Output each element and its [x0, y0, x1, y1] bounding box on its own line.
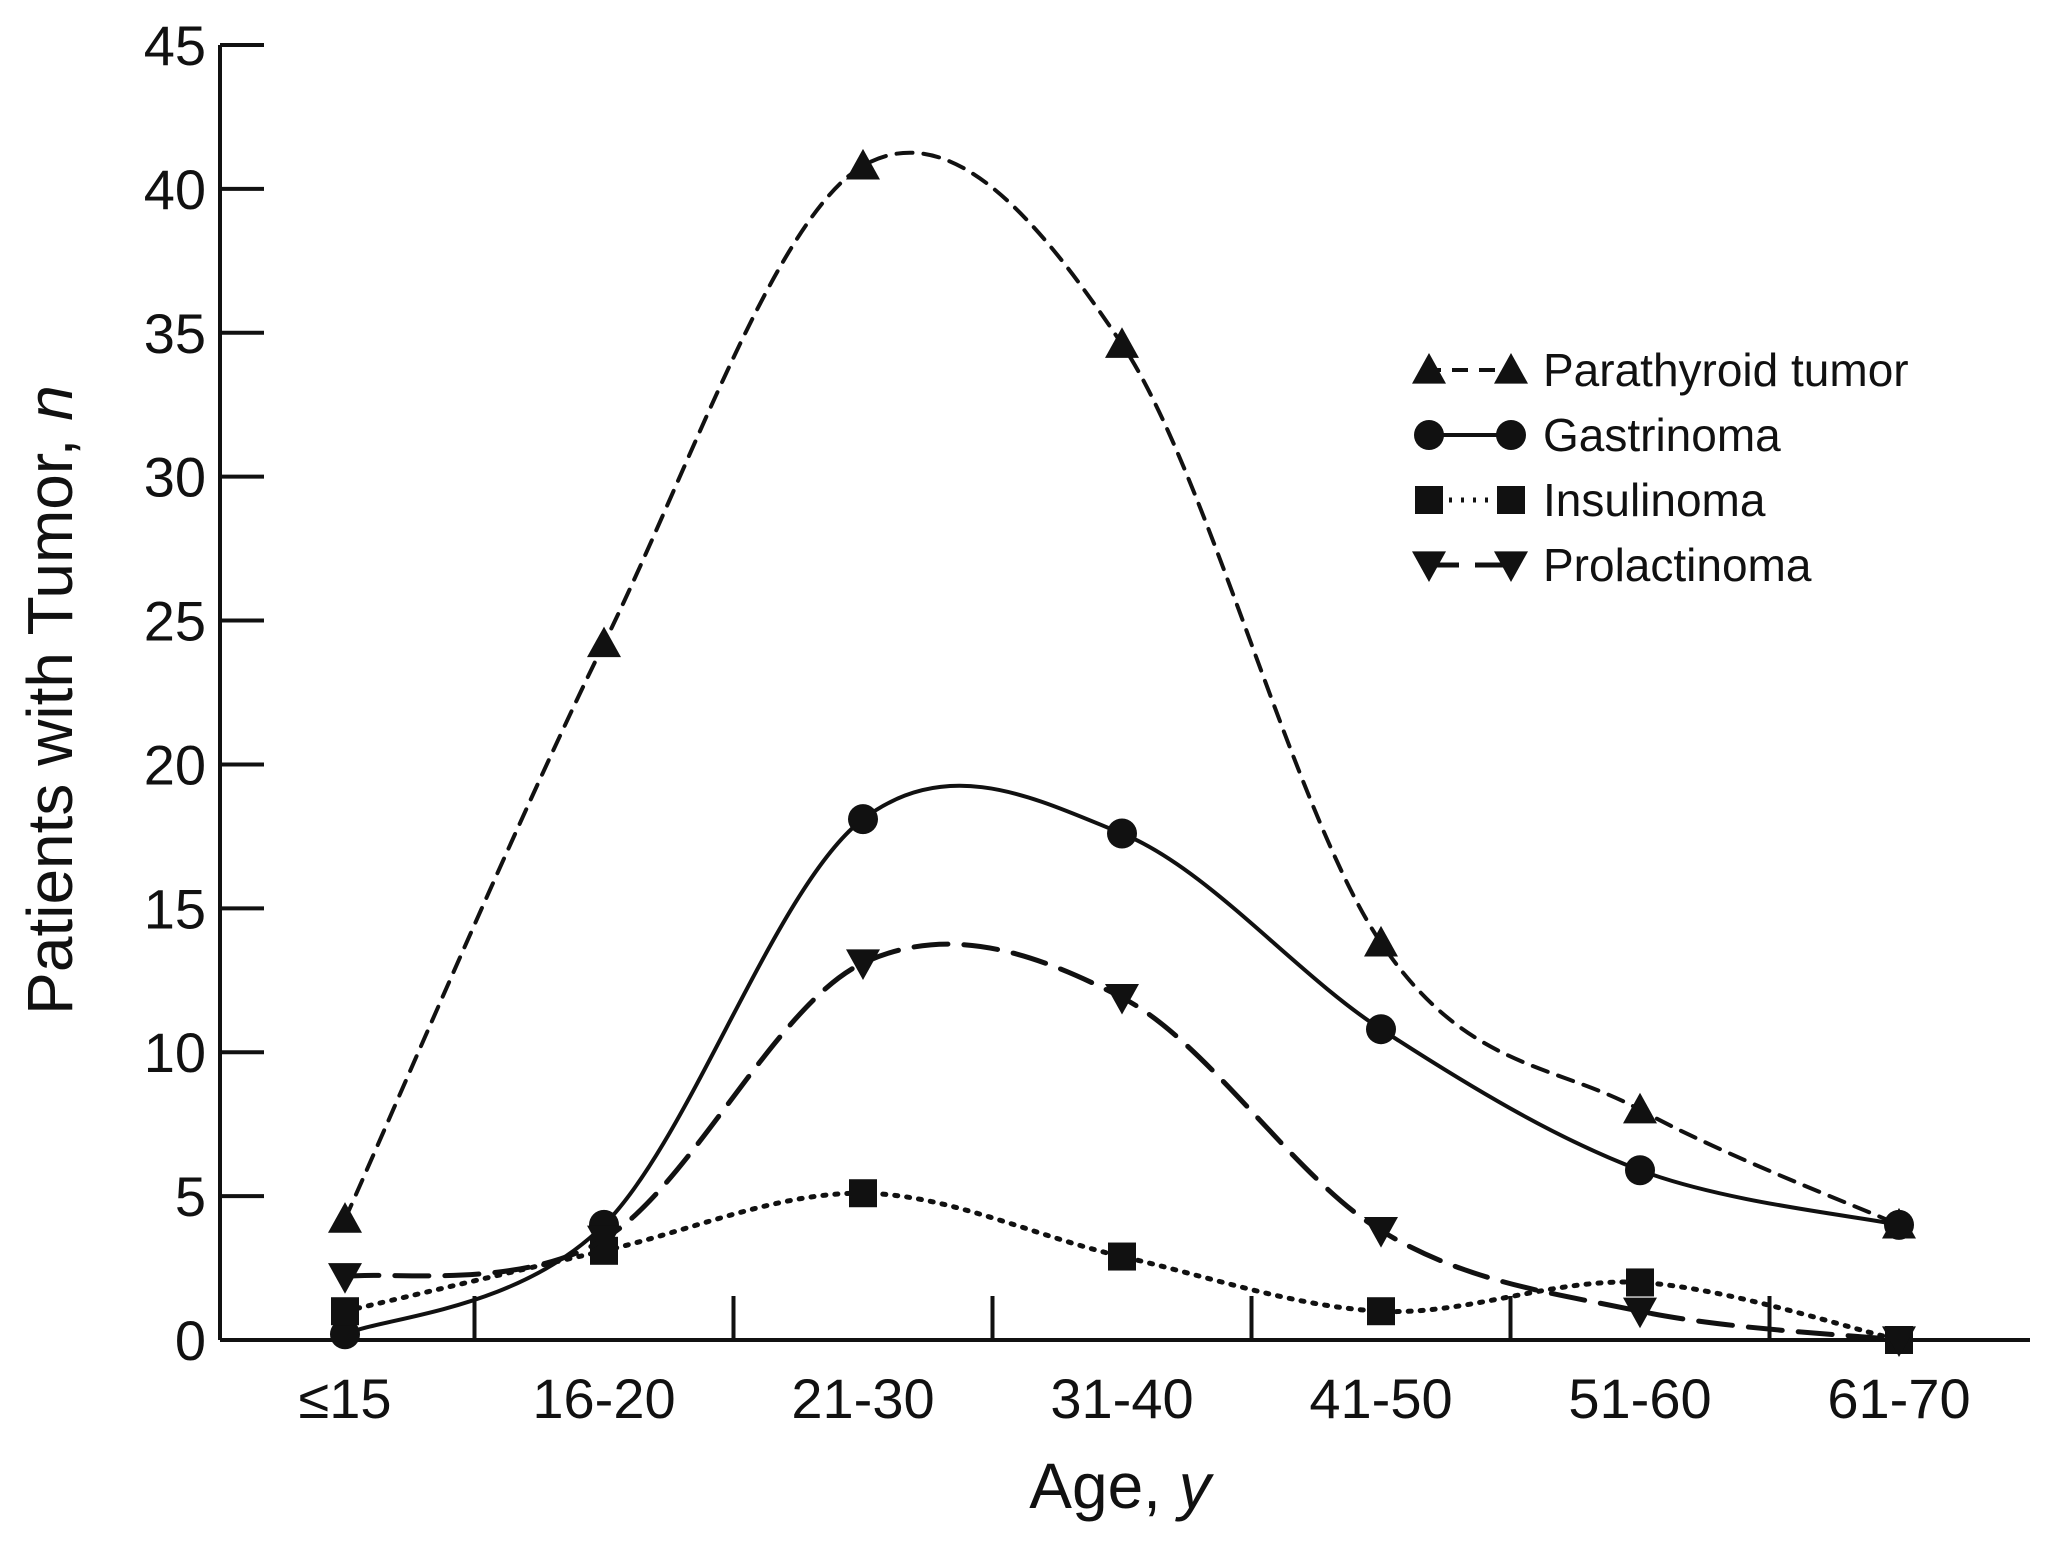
x-tick-label: 41-50 — [1309, 1367, 1452, 1430]
data-point — [1626, 1268, 1654, 1297]
legend-item: Insulinoma — [1415, 474, 1766, 526]
y-tick-label: 10 — [144, 1021, 206, 1084]
legend-marker — [1414, 420, 1444, 450]
series-parathyroid-tumor — [328, 148, 1916, 1239]
data-point — [846, 148, 880, 180]
data-point — [1364, 925, 1398, 957]
y-tick-label: 35 — [144, 302, 206, 365]
legend: Parathyroid tumor Gastrinoma Insulinoma Pro… — [1412, 344, 1909, 591]
x-tick-label: 16-20 — [532, 1367, 675, 1430]
data-point — [1107, 818, 1137, 849]
data-point — [1105, 983, 1139, 1015]
y-tick-label: 5 — [175, 1165, 206, 1228]
series-line — [343, 150, 1901, 1227]
legend-label: Prolactinoma — [1543, 539, 1812, 591]
axes: 0 5 10 15 20 25 30 35 40 45 ≤15 16-20 21-30 31-40 41-5… — [144, 14, 2030, 1430]
series-group — [328, 148, 1916, 1357]
data-point — [1623, 1092, 1657, 1124]
data-point — [328, 1202, 362, 1233]
data-point — [1108, 1242, 1136, 1271]
y-tick-label: 20 — [144, 733, 206, 796]
legend-label: Insulinoma — [1543, 474, 1766, 526]
y-tick-label: 0 — [175, 1309, 206, 1372]
data-point — [848, 804, 878, 835]
data-point — [587, 626, 621, 658]
legend-label: Parathyroid tumor — [1543, 344, 1909, 396]
data-point — [1366, 1014, 1396, 1045]
x-axis-title: Age, y — [1029, 1450, 1214, 1522]
data-point — [330, 1319, 360, 1350]
data-point — [846, 949, 880, 981]
legend-item: Parathyroid tumor — [1412, 344, 1909, 396]
legend-marker — [1497, 486, 1525, 514]
x-tick-label: 31-40 — [1050, 1367, 1193, 1430]
legend-item: Gastrinoma — [1414, 409, 1781, 461]
y-axis-title: Patients with Tumor, n — [14, 385, 86, 1015]
data-point — [328, 1263, 362, 1294]
data-point — [1882, 1326, 1916, 1357]
data-point — [1623, 1297, 1657, 1329]
y-tick-label: 30 — [144, 446, 206, 509]
y-tick-label: 40 — [144, 158, 206, 221]
data-point — [1105, 327, 1139, 358]
x-tick-label: 51-60 — [1568, 1367, 1711, 1430]
legend-marker — [1494, 353, 1528, 384]
data-point — [587, 1225, 621, 1257]
series-insulinoma — [331, 1179, 1913, 1354]
legend-marker — [1496, 420, 1526, 450]
x-tick-label: 21-30 — [791, 1367, 934, 1430]
y-tick-label: 25 — [144, 590, 206, 653]
legend-label: Gastrinoma — [1543, 409, 1781, 461]
data-point — [1364, 1217, 1398, 1248]
legend-marker — [1412, 551, 1446, 582]
y-tick-label: 15 — [144, 877, 206, 940]
legend-item: Prolactinoma — [1412, 539, 1812, 591]
x-tick-label: ≤15 — [298, 1367, 391, 1430]
legend-marker — [1415, 486, 1443, 514]
data-point — [331, 1297, 359, 1326]
data-point — [1884, 1209, 1914, 1240]
series-prolactinoma — [328, 941, 1916, 1357]
data-point — [1625, 1155, 1655, 1186]
x-tick-label: 61-70 — [1827, 1367, 1970, 1430]
data-point — [1367, 1297, 1395, 1326]
y-tick-label: 45 — [144, 14, 206, 77]
data-point — [849, 1179, 877, 1208]
legend-marker — [1494, 551, 1528, 582]
legend-marker — [1412, 353, 1446, 384]
